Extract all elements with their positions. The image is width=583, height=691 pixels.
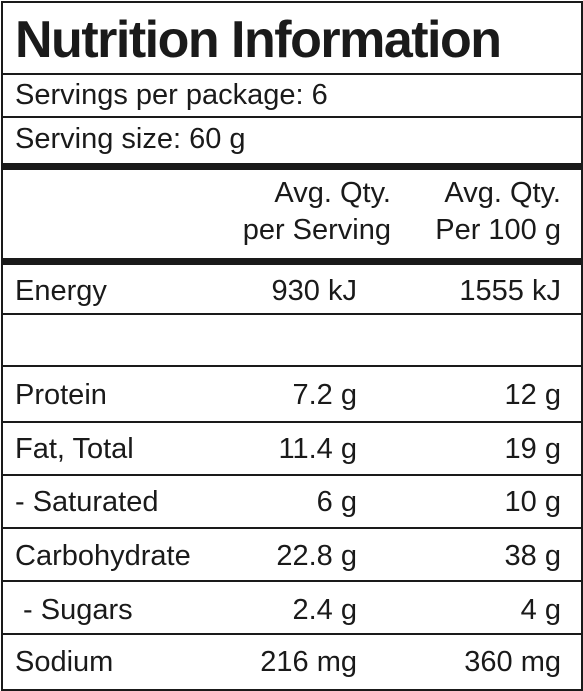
nutrient-name: Fat, Total	[15, 433, 134, 465]
header-per-100g: Avg. Qty. Per 100 g	[435, 175, 561, 249]
per-100g-value: 4 g	[520, 594, 561, 626]
nutrient-name: Sodium	[15, 646, 114, 678]
nutrient-name: Carbohydrate	[15, 540, 191, 572]
servings-per-package: Servings per package: 6	[15, 79, 328, 111]
table-row-energy: Energy 930 kJ 1555 kJ	[3, 265, 581, 317]
thick-divider	[3, 163, 581, 170]
per-serving-value: 6 g	[316, 486, 357, 518]
header-per-serving-line1: Avg. Qty.	[274, 177, 391, 209]
header-per-100g-line1: Avg. Qty.	[444, 177, 561, 209]
per-serving-value: 930 kJ	[271, 275, 357, 307]
per-100g-value: 19 g	[504, 433, 561, 465]
per-serving-value: 216 mg	[260, 646, 357, 678]
table-row-sodium: Sodium 216 mg 360 mg	[3, 636, 581, 688]
table-row-carbohydrate: Carbohydrate 22.8 g 38 g	[3, 530, 581, 582]
panel-title: Nutrition Information	[15, 11, 502, 69]
divider	[3, 73, 581, 75]
header-per-serving-line2: per Serving	[242, 214, 391, 246]
divider	[3, 474, 581, 476]
per-serving-value: 22.8 g	[276, 540, 357, 572]
per-100g-value: 360 mg	[464, 646, 561, 678]
table-row-sugars: - Sugars 2.4 g 4 g	[3, 584, 581, 636]
divider	[3, 527, 581, 529]
divider	[3, 580, 581, 582]
per-serving-value: 11.4 g	[278, 433, 357, 465]
per-serving-value: 7.2 g	[292, 379, 358, 411]
divider	[3, 116, 581, 118]
per-100g-value: 1555 kJ	[459, 275, 561, 307]
serving-size: Serving size: 60 g	[15, 123, 246, 155]
per-serving-value: 2.4 g	[292, 594, 358, 626]
divider	[3, 633, 581, 635]
thick-divider	[3, 258, 581, 265]
nutrient-name: Protein	[15, 379, 107, 411]
table-row-protein: Protein 7.2 g 12 g	[3, 369, 581, 421]
table-row-fat-total: Fat, Total 11.4 g 19 g	[3, 423, 581, 475]
nutrient-name: Energy	[15, 275, 107, 307]
divider	[3, 421, 581, 423]
divider	[3, 313, 581, 315]
header-per-serving: Avg. Qty. per Serving	[243, 175, 391, 249]
per-100g-value: 38 g	[504, 540, 561, 572]
nutrient-name: - Saturated	[15, 486, 159, 518]
nutrient-name: - Sugars	[15, 594, 133, 626]
header-per-100g-line2: Per 100 g	[435, 214, 561, 246]
table-row-saturated: - Saturated 6 g 10 g	[3, 476, 581, 528]
divider	[3, 365, 581, 367]
per-100g-value: 10 g	[504, 486, 561, 518]
table-row-blank	[3, 315, 581, 367]
per-100g-value: 12 g	[504, 379, 561, 411]
